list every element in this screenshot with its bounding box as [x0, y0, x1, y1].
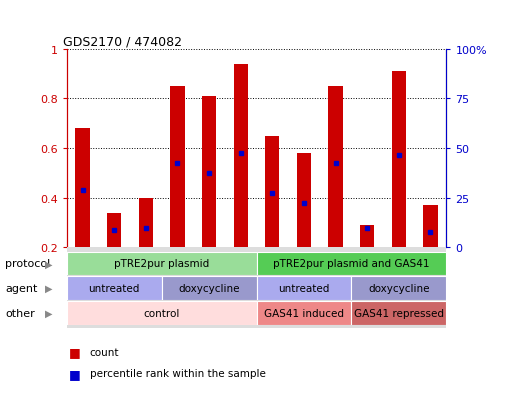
Bar — [67, 301, 256, 325]
Bar — [328, 87, 343, 248]
Text: ■: ■ — [69, 367, 81, 380]
Bar — [256, 252, 446, 275]
Bar — [202, 97, 216, 248]
Bar — [170, 87, 185, 248]
Text: GDS2170 / 474082: GDS2170 / 474082 — [63, 36, 182, 48]
Text: pTRE2pur plasmid and GAS41: pTRE2pur plasmid and GAS41 — [273, 259, 430, 269]
Text: ▶: ▶ — [45, 283, 52, 294]
Bar — [67, 277, 162, 300]
Bar — [107, 213, 121, 248]
Text: count: count — [90, 347, 120, 357]
Text: agent: agent — [5, 283, 37, 294]
Text: ▶: ▶ — [45, 308, 52, 318]
Bar — [67, 252, 256, 275]
Bar — [351, 277, 446, 300]
Bar — [297, 154, 311, 248]
Text: doxycycline: doxycycline — [179, 283, 240, 294]
Text: GAS41 induced: GAS41 induced — [264, 308, 344, 318]
Bar — [139, 198, 153, 248]
Bar — [256, 301, 351, 325]
Text: percentile rank within the sample: percentile rank within the sample — [90, 368, 266, 378]
Bar — [351, 301, 446, 325]
Bar — [265, 136, 280, 248]
Bar — [360, 225, 374, 248]
Bar — [162, 277, 256, 300]
Text: control: control — [144, 308, 180, 318]
Text: untreated: untreated — [88, 283, 140, 294]
Bar — [256, 277, 351, 300]
Text: untreated: untreated — [278, 283, 330, 294]
Bar — [75, 129, 90, 248]
Text: GAS41 repressed: GAS41 repressed — [354, 308, 444, 318]
Text: protocol: protocol — [5, 259, 50, 269]
Bar — [233, 64, 248, 248]
Text: other: other — [5, 308, 35, 318]
Text: ▶: ▶ — [45, 259, 52, 269]
Bar — [423, 206, 438, 248]
Text: ■: ■ — [69, 345, 81, 358]
Bar — [392, 72, 406, 248]
Text: doxycycline: doxycycline — [368, 283, 429, 294]
Text: pTRE2pur plasmid: pTRE2pur plasmid — [114, 259, 209, 269]
